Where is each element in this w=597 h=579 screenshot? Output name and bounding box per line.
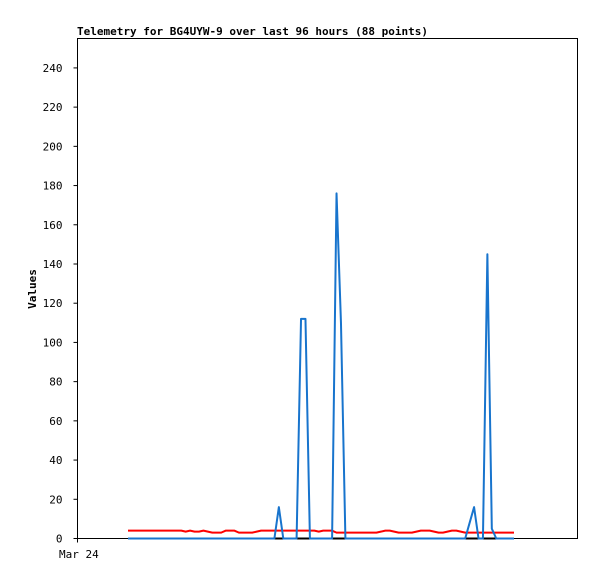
y-tick-label: 80	[49, 376, 62, 389]
y-tick-label: 140	[43, 258, 63, 271]
y-tick-label: 160	[43, 219, 63, 232]
series-line-1	[128, 529, 514, 534]
plot-frame	[77, 38, 578, 539]
y-tick-label: 120	[43, 297, 63, 310]
y-tick-label: 0	[56, 533, 63, 546]
series-line-2	[128, 192, 514, 540]
y-axis-label: Values	[26, 269, 39, 309]
y-tick-label: 200	[43, 140, 63, 153]
y-tick-label: 100	[43, 336, 63, 349]
x-tick-label: Mar 24	[59, 548, 99, 561]
y-tick-label: 180	[43, 180, 63, 193]
y-tick-label: 40	[49, 454, 62, 467]
y-tick-label: 240	[43, 62, 63, 75]
series-layer	[128, 192, 514, 540]
x-axis: Mar 24	[59, 538, 99, 561]
chart-title: Telemetry for BG4UYW-9 over last 96 hour…	[77, 25, 428, 38]
y-axis: 0 20 40 60 80 100 120 140 160 180 200 220 240	[43, 62, 78, 546]
y-tick-label: 220	[43, 101, 63, 114]
y-tick-label: 60	[49, 415, 62, 428]
y-tick-label: 20	[49, 493, 62, 506]
